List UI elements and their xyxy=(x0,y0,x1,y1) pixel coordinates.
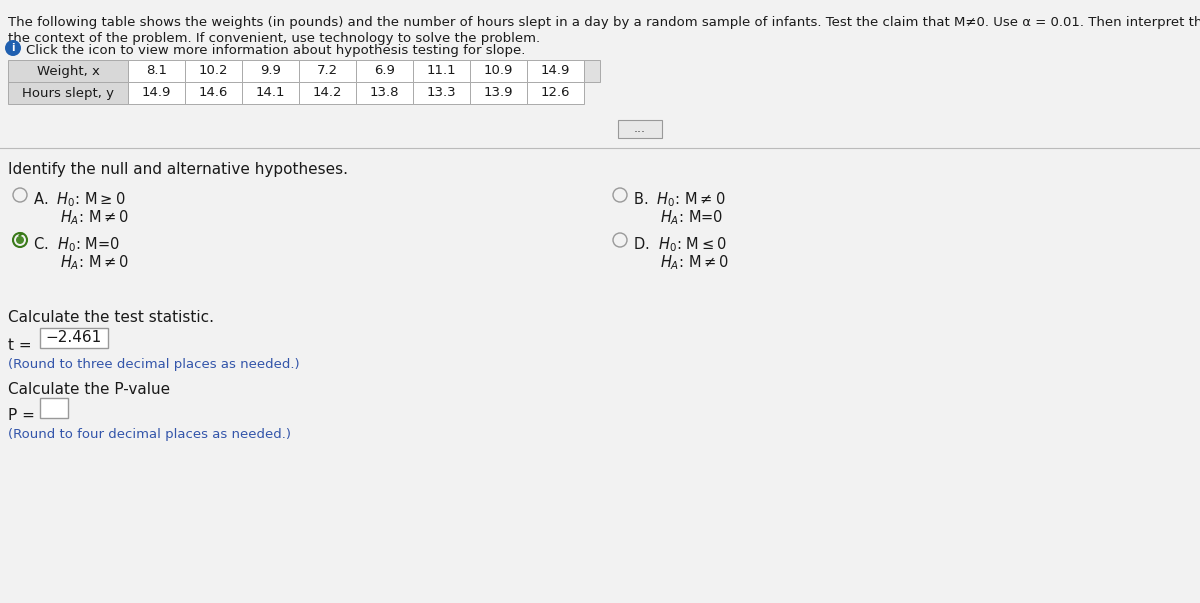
FancyBboxPatch shape xyxy=(413,60,470,82)
Text: 7.2: 7.2 xyxy=(317,65,338,78)
Text: 14.1: 14.1 xyxy=(256,86,286,99)
FancyBboxPatch shape xyxy=(185,60,242,82)
Text: C.  $H_0$: M=0: C. $H_0$: M=0 xyxy=(34,235,120,254)
Text: −2.461: −2.461 xyxy=(46,330,102,346)
FancyBboxPatch shape xyxy=(470,60,527,82)
Text: 13.8: 13.8 xyxy=(370,86,400,99)
Text: 14.6: 14.6 xyxy=(199,86,228,99)
Text: (Round to three decimal places as needed.): (Round to three decimal places as needed… xyxy=(8,358,300,371)
Text: A.  $H_0$: M$\geq$0: A. $H_0$: M$\geq$0 xyxy=(34,190,126,209)
FancyBboxPatch shape xyxy=(356,60,413,82)
Text: the context of the problem. If convenient, use technology to solve the problem.: the context of the problem. If convenien… xyxy=(8,32,540,45)
Text: 14.2: 14.2 xyxy=(313,86,342,99)
Text: 9.9: 9.9 xyxy=(260,65,281,78)
Circle shape xyxy=(16,236,24,244)
FancyBboxPatch shape xyxy=(299,60,356,82)
Text: Identify the null and alternative hypotheses.: Identify the null and alternative hypoth… xyxy=(8,162,348,177)
Text: 13.9: 13.9 xyxy=(484,86,514,99)
Circle shape xyxy=(5,40,22,56)
Text: 8.1: 8.1 xyxy=(146,65,167,78)
Text: $H_A$: M$\neq$0: $H_A$: M$\neq$0 xyxy=(60,253,128,272)
Text: Calculate the test statistic.: Calculate the test statistic. xyxy=(8,310,214,325)
FancyBboxPatch shape xyxy=(242,60,299,82)
Text: 10.2: 10.2 xyxy=(199,65,228,78)
Text: 14.9: 14.9 xyxy=(142,86,172,99)
FancyBboxPatch shape xyxy=(40,328,108,348)
Text: D.  $H_0$: M$\leq$0: D. $H_0$: M$\leq$0 xyxy=(634,235,727,254)
FancyBboxPatch shape xyxy=(128,82,185,104)
FancyBboxPatch shape xyxy=(527,82,584,104)
Text: ...: ... xyxy=(634,122,646,136)
FancyBboxPatch shape xyxy=(356,82,413,104)
FancyBboxPatch shape xyxy=(40,398,68,418)
Text: 6.9: 6.9 xyxy=(374,65,395,78)
FancyBboxPatch shape xyxy=(584,60,600,82)
Text: The following table shows the weights (in pounds) and the number of hours slept : The following table shows the weights (i… xyxy=(8,16,1200,29)
Text: t =: t = xyxy=(8,338,36,353)
FancyBboxPatch shape xyxy=(527,60,584,82)
FancyBboxPatch shape xyxy=(618,120,662,138)
FancyBboxPatch shape xyxy=(8,82,128,104)
Text: i: i xyxy=(11,43,14,53)
Text: Click the icon to view more information about hypothesis testing for slope.: Click the icon to view more information … xyxy=(26,44,526,57)
FancyBboxPatch shape xyxy=(8,60,128,82)
Text: Weight, x: Weight, x xyxy=(36,65,100,78)
Text: (Round to four decimal places as needed.): (Round to four decimal places as needed.… xyxy=(8,428,292,441)
Text: $H_A$: M$\neq$0: $H_A$: M$\neq$0 xyxy=(60,208,128,227)
FancyBboxPatch shape xyxy=(299,82,356,104)
Text: 12.6: 12.6 xyxy=(541,86,570,99)
Text: 14.9: 14.9 xyxy=(541,65,570,78)
Text: 10.9: 10.9 xyxy=(484,65,514,78)
Text: P =: P = xyxy=(8,408,40,423)
Text: $H_A$: M=0: $H_A$: M=0 xyxy=(660,208,724,227)
Text: Hours slept, y: Hours slept, y xyxy=(22,86,114,99)
FancyBboxPatch shape xyxy=(185,82,242,104)
Text: 11.1: 11.1 xyxy=(427,65,456,78)
FancyBboxPatch shape xyxy=(242,82,299,104)
Text: Calculate the P-value: Calculate the P-value xyxy=(8,382,170,397)
FancyBboxPatch shape xyxy=(128,60,185,82)
FancyBboxPatch shape xyxy=(470,82,527,104)
Text: 13.3: 13.3 xyxy=(427,86,456,99)
FancyBboxPatch shape xyxy=(413,82,470,104)
Text: B.  $H_0$: M$\neq$0: B. $H_0$: M$\neq$0 xyxy=(634,190,726,209)
Text: $H_A$: M$\neq$0: $H_A$: M$\neq$0 xyxy=(660,253,728,272)
